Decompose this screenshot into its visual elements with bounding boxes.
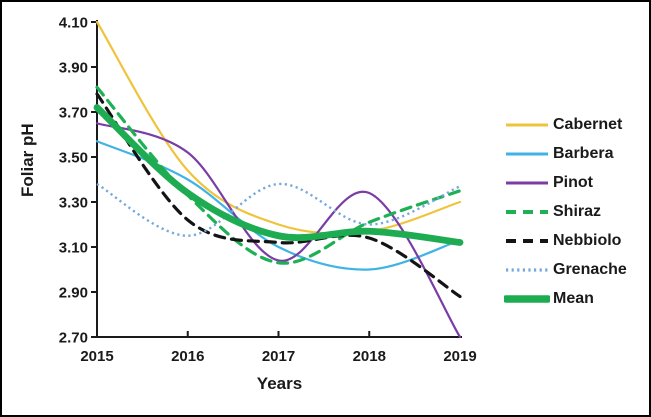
- x-tick-label: 2015: [80, 348, 113, 365]
- legend-label: Shiraz: [553, 202, 602, 220]
- y-tick-label: 3.50: [59, 150, 88, 167]
- legend-swatch-cabernet: [506, 123, 548, 126]
- series-line-cabernet: [95, 20, 462, 235]
- y-tick-label: 3.30: [59, 195, 88, 212]
- legend-label: Mean: [553, 289, 594, 307]
- series-line-mean: [93, 104, 464, 246]
- legend-swatch-shiraz: [506, 209, 548, 214]
- legend-swatch-barbera: [506, 152, 548, 155]
- legend-item-mean: Mean: [504, 284, 627, 313]
- legend-swatch-pinot: [506, 181, 548, 184]
- legend-item-grenache: Grenache: [504, 255, 627, 284]
- y-tick-label: 3.10: [59, 240, 88, 257]
- legend-swatch-mean: [504, 294, 550, 303]
- y-tick-label: 2.90: [59, 285, 88, 302]
- y-tick-label: 4.10: [59, 15, 88, 32]
- x-tick-label: 2019: [443, 348, 476, 365]
- legend-swatch-nebbiolo: [506, 238, 548, 243]
- x-axis-title: Years: [256, 374, 303, 393]
- legend-label: Pinot: [553, 173, 593, 191]
- legend-item-pinot: Pinot: [504, 168, 627, 197]
- legend-item-shiraz: Shiraz: [504, 197, 627, 226]
- legend-label: Nebbiolo: [553, 231, 622, 249]
- series-line-nebbiolo: [95, 92, 462, 299]
- legend: Cabernet Barbera Pinot Shiraz Nebbiolo Grenac…: [504, 110, 627, 313]
- series-line-shiraz: [95, 85, 462, 265]
- y-axis-title: Foliar pH: [18, 123, 37, 197]
- x-tick-label: 2018: [353, 348, 386, 365]
- y-tick-label: 3.90: [59, 60, 88, 77]
- legend-item-nebbiolo: Nebbiolo: [504, 226, 627, 255]
- y-tick-label: 3.70: [59, 105, 88, 122]
- series-line-grenache: [96, 182, 461, 237]
- legend-label: Grenache: [553, 260, 627, 278]
- x-tick-label: 2016: [171, 348, 204, 365]
- legend-label: Cabernet: [553, 115, 623, 133]
- series-line-pinot: [95, 122, 462, 339]
- y-tick-label: 2.70: [59, 330, 88, 347]
- legend-item-cabernet: Cabernet: [504, 110, 627, 139]
- legend-swatch-grenache: [506, 267, 548, 272]
- x-tick-label: 2017: [262, 348, 295, 365]
- legend-item-barbera: Barbera: [504, 139, 627, 168]
- legend-label: Barbera: [553, 144, 614, 162]
